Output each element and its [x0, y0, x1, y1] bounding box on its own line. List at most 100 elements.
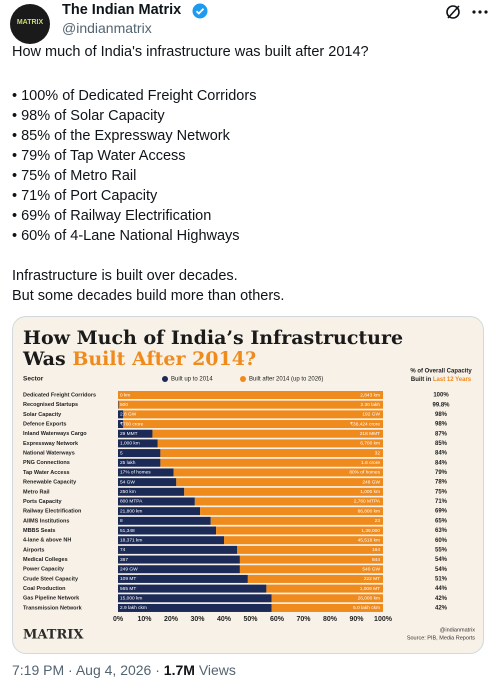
- amount-label: 5.0 lakh ckm: [353, 605, 380, 611]
- share-label: 79%: [435, 470, 448, 476]
- amount-label: 1.6 crore: [361, 460, 380, 466]
- amount-label: 2,843 km: [360, 392, 380, 398]
- bar-segment: [239, 555, 383, 564]
- chart-source: Source: PIB, Media Reports: [407, 635, 475, 641]
- amount-label: 164: [372, 547, 380, 553]
- share-label: 99.8%: [432, 402, 450, 408]
- chart: How Much of India’s Infrastructure Was B…: [22, 327, 475, 643]
- post-line: Infrastructure is built over decades.: [12, 268, 238, 284]
- amount-label: 51,348: [120, 528, 135, 534]
- amount-label: 8: [120, 518, 123, 524]
- bar-segment: [123, 410, 384, 419]
- avatar-logo: MATRIX: [16, 19, 44, 26]
- amount-label: 1,000 km: [120, 441, 140, 447]
- category-label: Ports Capacity: [23, 499, 62, 505]
- post-line: How much of India's infrastructure was b…: [12, 44, 369, 60]
- amount-label: 17% of homes: [120, 470, 151, 476]
- category-label: 4-lane & above NH: [23, 538, 71, 544]
- bar-segment: [118, 478, 177, 487]
- category-label: National Waterways: [23, 451, 75, 457]
- avatar[interactable]: MATRIX: [10, 4, 50, 44]
- category-label: Airports: [23, 547, 44, 553]
- amount-label: 15,000 km: [120, 596, 142, 602]
- share-label: 78%: [435, 480, 448, 486]
- bar-segment: [157, 439, 383, 448]
- share-label: 100%: [433, 393, 449, 399]
- chart-title-part: Was: [22, 348, 72, 370]
- view-count: 1.7M: [163, 662, 195, 678]
- share-label: 42%: [435, 606, 448, 612]
- bar-segment: [118, 565, 240, 574]
- category-label: Coal Production: [23, 586, 66, 592]
- bar-segment: [176, 478, 383, 487]
- amount-label: 80% of homes: [349, 470, 380, 476]
- amount-label: 74: [120, 547, 126, 553]
- amount-label: 2.30 lakh: [361, 402, 381, 408]
- amount-label: 248 GW: [362, 479, 380, 485]
- bar-segment: [118, 400, 119, 409]
- post-line: • 60% of 4-Lane National Highways: [12, 228, 240, 244]
- category-label: Defence Exports: [23, 421, 66, 427]
- amount-label: 45,518 km: [358, 537, 380, 543]
- separator: ·: [155, 662, 160, 678]
- bar-segment: [118, 603, 272, 612]
- bar-segment: [194, 497, 383, 506]
- amount-label: 2.9 lakh ckm: [120, 605, 147, 611]
- amount-label: 1,009 MT: [360, 586, 380, 592]
- bar-segment: [123, 420, 384, 429]
- amount-label: 249 GW: [120, 567, 138, 573]
- x-tick-label: 10%: [137, 616, 152, 623]
- category-label: Power Capacity: [23, 567, 65, 573]
- x-tick-label: 60%: [270, 616, 285, 623]
- category-label: Metro Rail: [23, 489, 50, 495]
- bar-segment: [271, 594, 383, 603]
- category-header: Sector: [23, 376, 44, 383]
- amount-label: 2.8 GW: [120, 412, 137, 418]
- bar-segment: [266, 584, 383, 593]
- bar-segment: [118, 536, 224, 545]
- bar-segment: [118, 507, 201, 516]
- author-name[interactable]: The Indian Matrix: [62, 2, 182, 18]
- bar-segment: [118, 429, 153, 438]
- amount-label: 25 lakh: [120, 460, 136, 466]
- x-tick-label: 70%: [296, 616, 311, 623]
- bar-segment: [184, 487, 383, 496]
- category-label: MBBS Seats: [23, 528, 55, 534]
- post-image[interactable]: How Much of India’s Infrastructure Was B…: [12, 316, 484, 654]
- bar-segment: [118, 574, 248, 583]
- amount-label: ₹700 crore: [120, 421, 144, 427]
- bar-segment: [118, 449, 161, 458]
- amount-label: 66,800 km: [358, 508, 380, 514]
- share-label: 75%: [435, 489, 448, 495]
- share-label: 54%: [435, 567, 448, 573]
- separator: ·: [68, 662, 73, 678]
- share-label: 42%: [435, 596, 448, 602]
- legend-swatch: [240, 376, 246, 382]
- category-label: Gas Pipeline Network: [23, 596, 80, 602]
- post-meta: 7:19 PM · Aug 4, 2026 · 1.7M Views: [12, 662, 236, 678]
- bar-segment: [118, 487, 185, 496]
- share-header-highlight: Last 12 Years: [433, 377, 472, 383]
- author-handle[interactable]: @indianmatrix: [62, 20, 152, 36]
- x-tick-label: 80%: [323, 616, 338, 623]
- bar-segment: [118, 584, 267, 593]
- share-label: 87%: [435, 431, 448, 437]
- category-label: Expressway Network: [23, 441, 79, 447]
- amount-label: 29 MMT: [120, 431, 138, 437]
- header-icons[interactable]: [444, 3, 492, 23]
- bar-segment: [247, 574, 383, 583]
- post-line: • 71% of Port Capacity: [12, 188, 158, 204]
- bar-segment: [173, 468, 383, 477]
- share-label: 63%: [435, 528, 448, 534]
- chart-title: How Much of India’s Infrastructure: [23, 327, 403, 349]
- bar-segment: [118, 468, 174, 477]
- amount-label: 23: [375, 518, 381, 524]
- share-label: 55%: [435, 547, 448, 553]
- bar-segment: [216, 526, 383, 535]
- bar-segment: [237, 545, 383, 554]
- amount-label: 500: [120, 402, 128, 408]
- share-label: 85%: [435, 441, 448, 447]
- bar-segment: [200, 507, 383, 516]
- bar-segment: [118, 391, 383, 399]
